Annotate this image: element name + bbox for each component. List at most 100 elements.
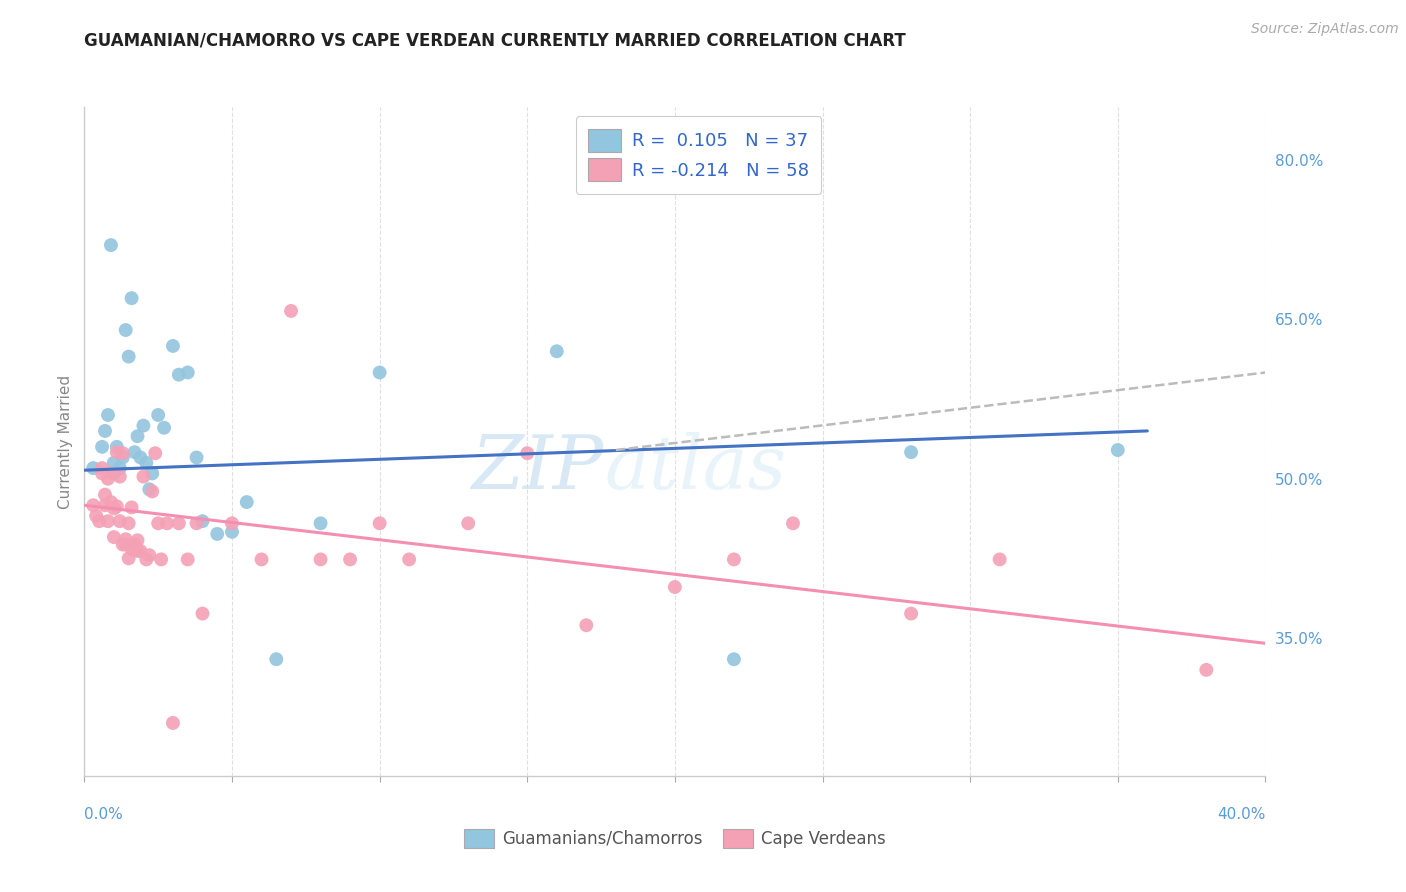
Point <box>91 467 114 481</box>
Point <box>94 498 117 512</box>
Point <box>121 500 143 515</box>
Point <box>135 552 157 566</box>
Point <box>138 483 160 497</box>
Point <box>129 544 152 558</box>
Point <box>339 552 361 566</box>
Point <box>118 551 141 566</box>
Point <box>124 537 146 551</box>
Point <box>1195 663 1218 677</box>
Point <box>111 537 134 551</box>
Point <box>236 495 259 509</box>
Point <box>91 461 114 475</box>
Point <box>546 344 568 359</box>
Point <box>1107 443 1129 458</box>
Point <box>105 500 128 514</box>
Point <box>103 501 125 516</box>
Point <box>368 516 391 531</box>
Point <box>114 323 136 337</box>
Point <box>141 484 163 499</box>
Point <box>135 456 157 470</box>
Text: GUAMANIAN/CHAMORRO VS CAPE VERDEAN CURRENTLY MARRIED CORRELATION CHART: GUAMANIAN/CHAMORRO VS CAPE VERDEAN CURRE… <box>84 31 905 49</box>
Point <box>94 424 117 438</box>
Point <box>97 472 120 486</box>
Point <box>100 495 122 509</box>
Point <box>105 445 128 459</box>
Point <box>167 516 190 531</box>
Point <box>103 467 125 481</box>
Point <box>121 541 143 556</box>
Point <box>118 516 141 531</box>
Point <box>132 469 155 483</box>
Point <box>177 552 200 566</box>
Point <box>103 456 125 470</box>
Point <box>138 548 160 562</box>
Point <box>153 421 176 435</box>
Point <box>114 533 136 547</box>
Point <box>121 291 143 305</box>
Point <box>114 537 136 551</box>
Legend: Guamanians/Chamorros, Cape Verdeans: Guamanians/Chamorros, Cape Verdeans <box>457 822 893 855</box>
Text: Source: ZipAtlas.com: Source: ZipAtlas.com <box>1251 22 1399 37</box>
Point <box>221 516 243 531</box>
Point <box>150 552 173 566</box>
Point <box>100 467 122 481</box>
Point <box>575 618 598 632</box>
Point <box>368 366 391 380</box>
Point <box>111 450 134 465</box>
Point <box>900 445 922 459</box>
Point <box>988 552 1011 566</box>
Point <box>100 238 122 252</box>
Point <box>309 552 332 566</box>
Point <box>141 467 163 481</box>
Point <box>108 469 131 483</box>
Point <box>97 514 120 528</box>
Point <box>664 580 686 594</box>
Point <box>84 508 107 523</box>
Point <box>143 446 166 460</box>
Point <box>280 304 302 318</box>
Point <box>250 552 273 566</box>
Point <box>167 368 190 382</box>
Point <box>127 533 149 548</box>
Point <box>309 516 332 531</box>
Point <box>108 514 131 528</box>
Point <box>186 450 208 465</box>
Point <box>103 530 125 544</box>
Point <box>108 461 131 475</box>
Point <box>177 366 200 380</box>
Point <box>97 408 120 422</box>
Point <box>162 715 184 730</box>
Point <box>129 450 152 465</box>
Point <box>148 408 170 422</box>
Point <box>162 339 184 353</box>
Point <box>205 527 228 541</box>
Point <box>94 488 117 502</box>
Text: 0.0%: 0.0% <box>84 807 124 822</box>
Point <box>124 445 146 459</box>
Point <box>516 446 538 460</box>
Point <box>221 524 243 539</box>
Point <box>723 652 745 666</box>
Text: ZIP: ZIP <box>472 432 605 505</box>
Point <box>118 350 141 364</box>
Point <box>186 516 208 531</box>
Point <box>156 516 179 531</box>
Point <box>82 498 104 512</box>
Point <box>91 440 114 454</box>
Point <box>127 429 149 443</box>
Point <box>132 418 155 433</box>
Point <box>457 516 479 531</box>
Point <box>82 461 104 475</box>
Text: atlas: atlas <box>605 432 786 505</box>
Point <box>191 514 214 528</box>
Point <box>111 446 134 460</box>
Point <box>191 607 214 621</box>
Point <box>264 652 288 666</box>
Point <box>105 440 128 454</box>
Point <box>89 514 111 528</box>
Point <box>782 516 804 531</box>
Text: 40.0%: 40.0% <box>1218 807 1265 822</box>
Point <box>127 544 149 558</box>
Point <box>398 552 420 566</box>
Point <box>148 516 170 531</box>
